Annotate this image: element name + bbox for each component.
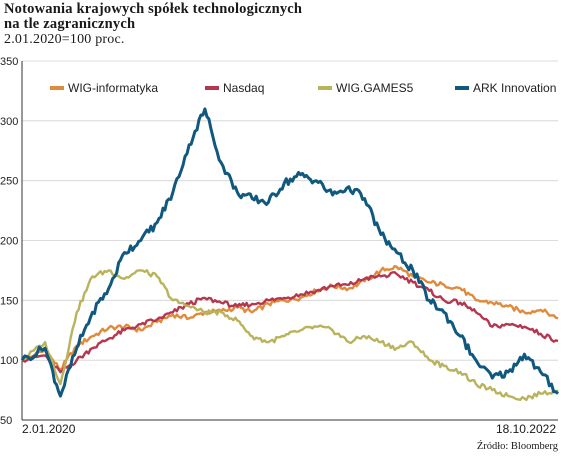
legend-label-1: Nasdaq <box>223 81 264 95</box>
y-tick-label-350: 350 <box>0 56 18 68</box>
series-line-ark-innovation <box>20 107 560 398</box>
chart-title-line2: na tle zagranicznych <box>4 16 136 32</box>
legend-label-0: WIG-informatyka <box>68 81 158 95</box>
series-line-wig-informatyka <box>21 264 559 371</box>
y-tick-label-300: 300 <box>0 116 18 128</box>
y-tick-label-200: 200 <box>0 236 18 248</box>
y-tick-label-150: 150 <box>0 295 18 307</box>
legend-label-2: WIG.GAMES5 <box>336 81 414 95</box>
y-tick-label-250: 250 <box>0 176 18 188</box>
chart-title-line1: Notowania krajowych spółek technologiczn… <box>4 1 303 17</box>
chart-subtitle: 2.01.2020=100 proc. <box>4 32 125 47</box>
x-axis-end-label: 18.10.2022 <box>495 422 556 436</box>
series-line-wig-games5 <box>21 269 559 402</box>
source-note: Źródło: Bloomberg <box>476 441 558 452</box>
y-tick-label-100: 100 <box>0 355 18 367</box>
y-tick-label-50: 50 <box>0 415 12 427</box>
series-line-nasdaq <box>21 271 559 374</box>
chart-title: Notowania krajowych spółek technologiczn… <box>4 2 302 32</box>
legend-label-3: ARK Innovation <box>473 81 556 95</box>
x-axis-start-label: 2.01.2020 <box>22 422 76 436</box>
